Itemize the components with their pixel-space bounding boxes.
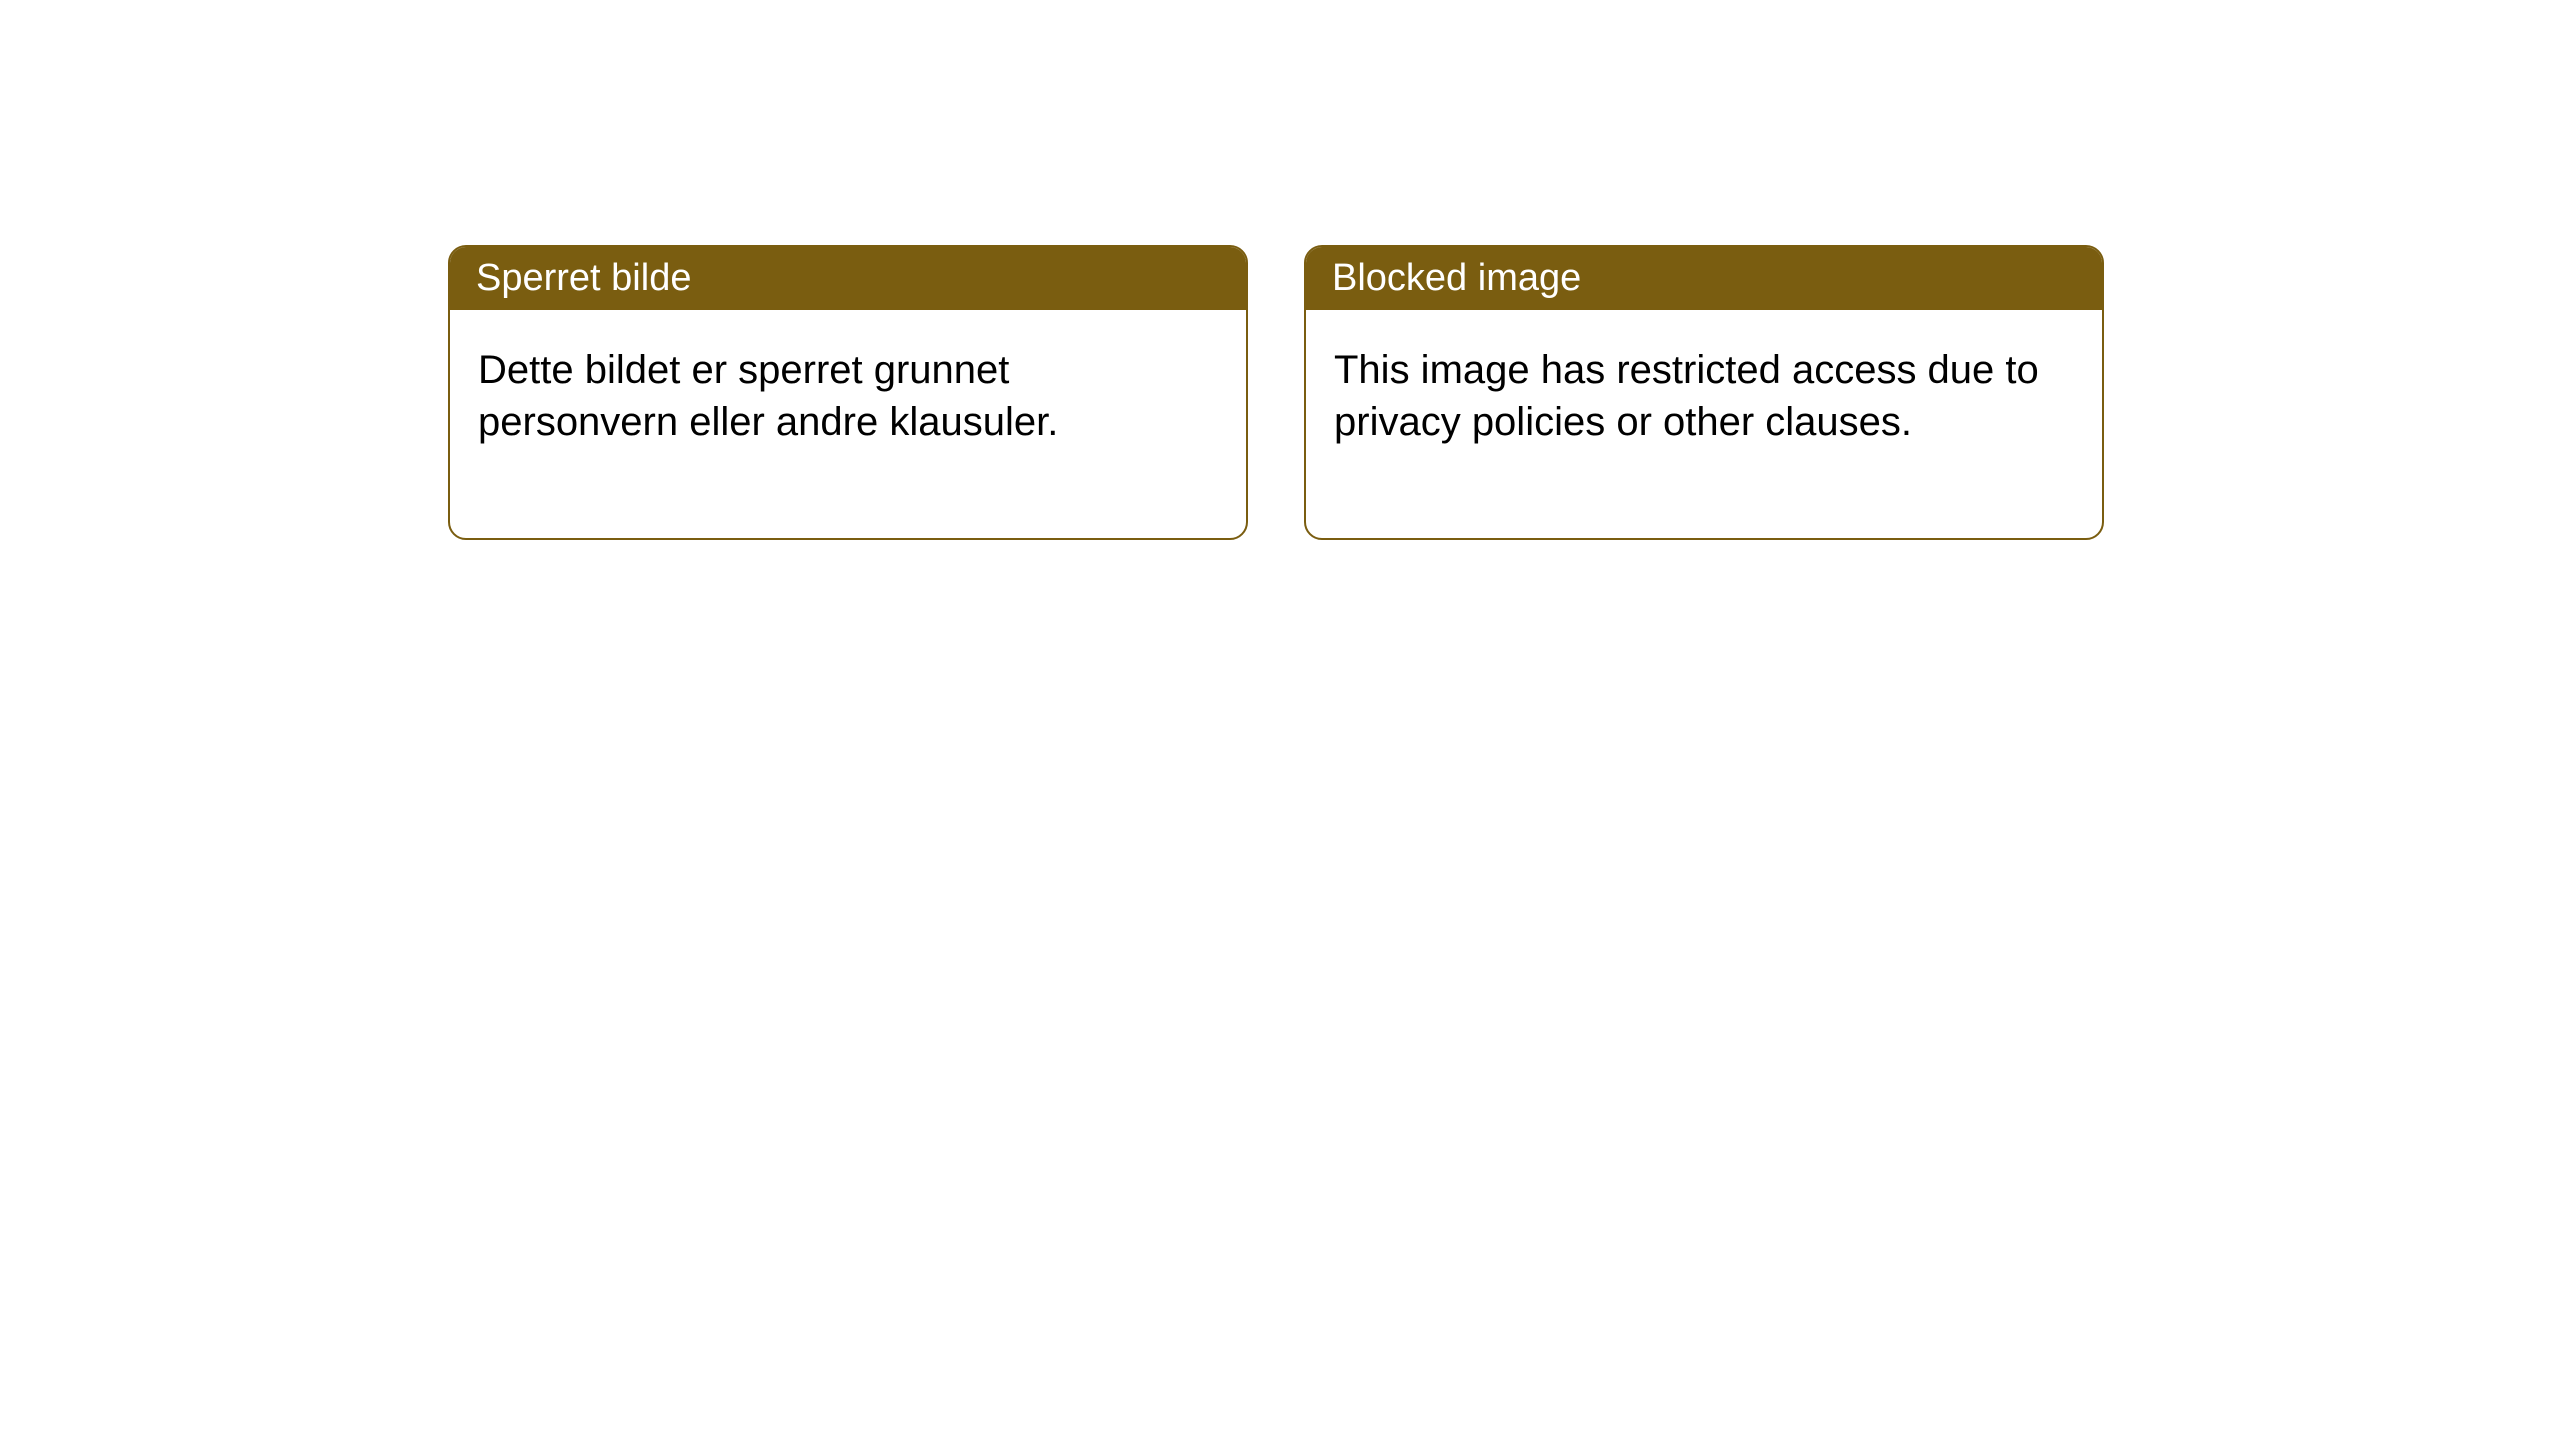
card-header: Sperret bilde bbox=[450, 247, 1246, 310]
blocked-image-card-no: Sperret bilde Dette bildet er sperret gr… bbox=[448, 245, 1248, 540]
blocked-image-card-en: Blocked image This image has restricted … bbox=[1304, 245, 2104, 540]
card-body: Dette bildet er sperret grunnet personve… bbox=[450, 310, 1246, 538]
card-message: This image has restricted access due to … bbox=[1334, 348, 2039, 444]
card-title: Blocked image bbox=[1332, 257, 1581, 299]
notice-container: Sperret bilde Dette bildet er sperret gr… bbox=[0, 0, 2560, 540]
card-header: Blocked image bbox=[1306, 247, 2102, 310]
card-message: Dette bildet er sperret grunnet personve… bbox=[478, 348, 1058, 444]
card-body: This image has restricted access due to … bbox=[1306, 310, 2102, 538]
card-title: Sperret bilde bbox=[476, 257, 691, 299]
